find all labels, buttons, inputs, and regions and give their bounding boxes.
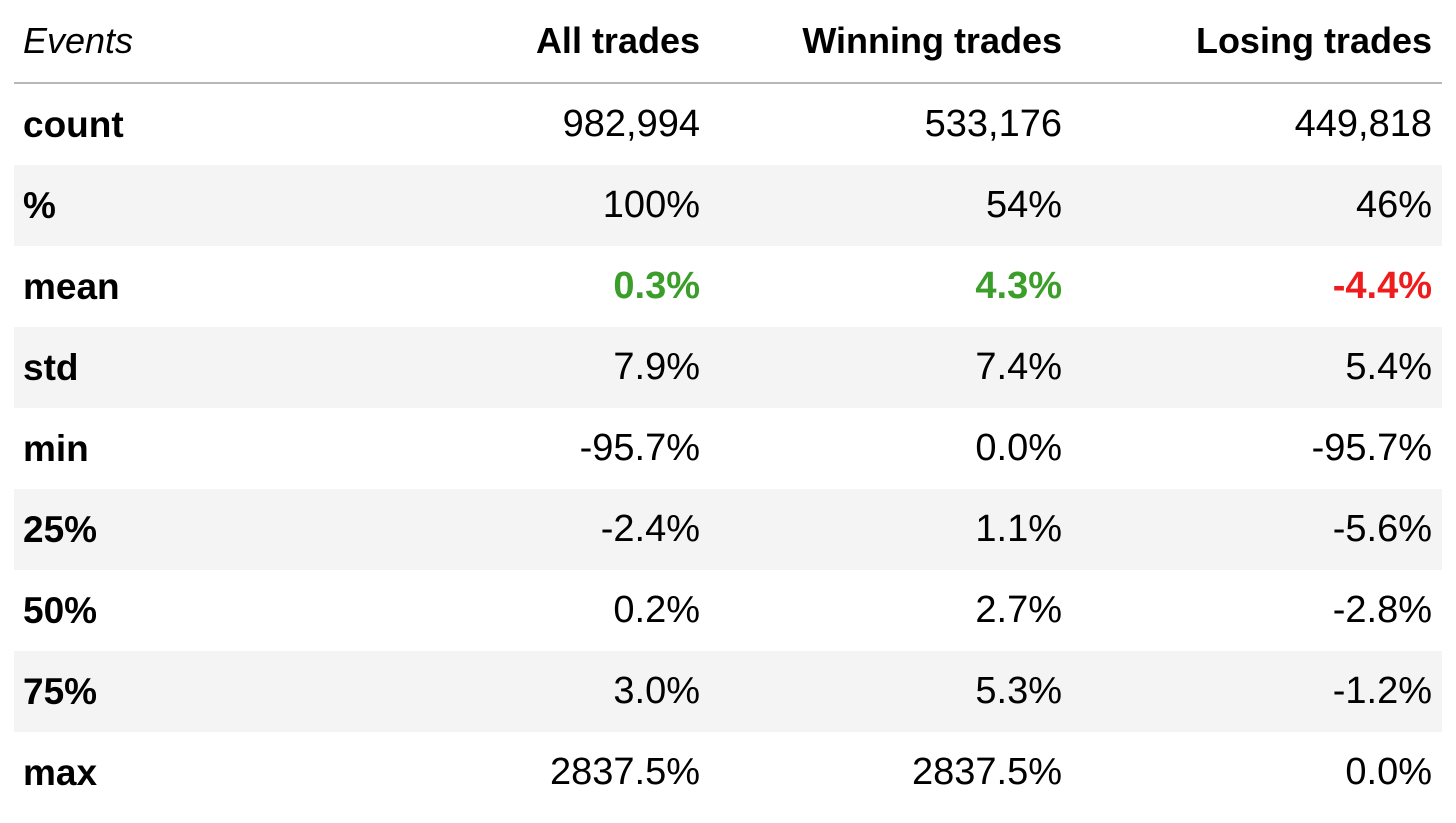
row-label: count [23, 103, 124, 145]
cell-winning-trades: 2837.5% [911, 751, 1062, 793]
table-row-min: min -95.7% 0.0% -95.7% [14, 408, 1442, 489]
cell-losing-trades: -5.6% [1072, 489, 1442, 570]
row-label: min [23, 427, 89, 469]
cell-losing-trades: -95.7% [1311, 427, 1432, 469]
cell-winning-trades: 54% [710, 165, 1072, 246]
trade-stats-table-container: Events All trades Winning trades Losing … [14, 0, 1442, 813]
cell-losing-trades: 5.4% [1072, 327, 1442, 408]
cell-all-trades: 0.3% [613, 265, 700, 307]
cell-winning-trades: 4.3% [975, 265, 1062, 307]
cell-losing-trades: 449,818 [1294, 103, 1432, 145]
cell-winning-trades: 7.4% [710, 327, 1072, 408]
cell-winning-trades: 0.0% [975, 427, 1062, 469]
cell-all-trades: 982,994 [562, 103, 700, 145]
cell-losing-trades: 46% [1072, 165, 1442, 246]
cell-losing-trades: -4.4% [1332, 265, 1432, 307]
header-winning-trades: Winning trades [710, 0, 1072, 84]
row-label: max [23, 751, 98, 793]
header-all-trades: All trades [376, 0, 710, 84]
row-label: mean [23, 265, 120, 307]
cell-winning-trades: 2.7% [975, 589, 1062, 631]
cell-winning-trades: 5.3% [710, 651, 1072, 732]
table-row-50pct: 50% 0.2% 2.7% -2.8% [14, 570, 1442, 651]
cell-winning-trades: 1.1% [710, 489, 1072, 570]
row-label: std [14, 327, 376, 408]
cell-all-trades: 3.0% [376, 651, 710, 732]
cell-all-trades: -95.7% [579, 427, 700, 469]
cell-winning-trades: 533,176 [924, 103, 1062, 145]
header-row: Events All trades Winning trades Losing … [14, 0, 1442, 84]
table-row-count: count 982,994 533,176 449,818 [14, 83, 1442, 165]
header-events: Events [14, 0, 376, 84]
cell-all-trades: 100% [376, 165, 710, 246]
table-row-mean: mean 0.3% 4.3% -4.4% [14, 246, 1442, 327]
row-label: 75% [14, 651, 376, 732]
table-row-max: max 2837.5% 2837.5% 0.0% [14, 732, 1442, 813]
table-row-75pct: 75% 3.0% 5.3% -1.2% [14, 651, 1442, 732]
table-row-25pct: 25% -2.4% 1.1% -5.6% [14, 489, 1442, 570]
row-label: 25% [14, 489, 376, 570]
cell-all-trades: 2837.5% [549, 751, 700, 793]
cell-all-trades: 0.2% [613, 589, 700, 631]
row-label: 50% [23, 589, 98, 631]
table-row-percent: % 100% 54% 46% [14, 165, 1442, 246]
cell-all-trades: -2.4% [376, 489, 710, 570]
cell-all-trades: 7.9% [376, 327, 710, 408]
header-losing-trades: Losing trades [1072, 0, 1442, 84]
table-row-std: std 7.9% 7.4% 5.4% [14, 327, 1442, 408]
row-label: % [14, 165, 376, 246]
cell-losing-trades: 0.0% [1345, 751, 1432, 793]
cell-losing-trades: -2.8% [1332, 589, 1432, 631]
trade-stats-table: Events All trades Winning trades Losing … [14, 0, 1442, 813]
cell-losing-trades: -1.2% [1072, 651, 1442, 732]
